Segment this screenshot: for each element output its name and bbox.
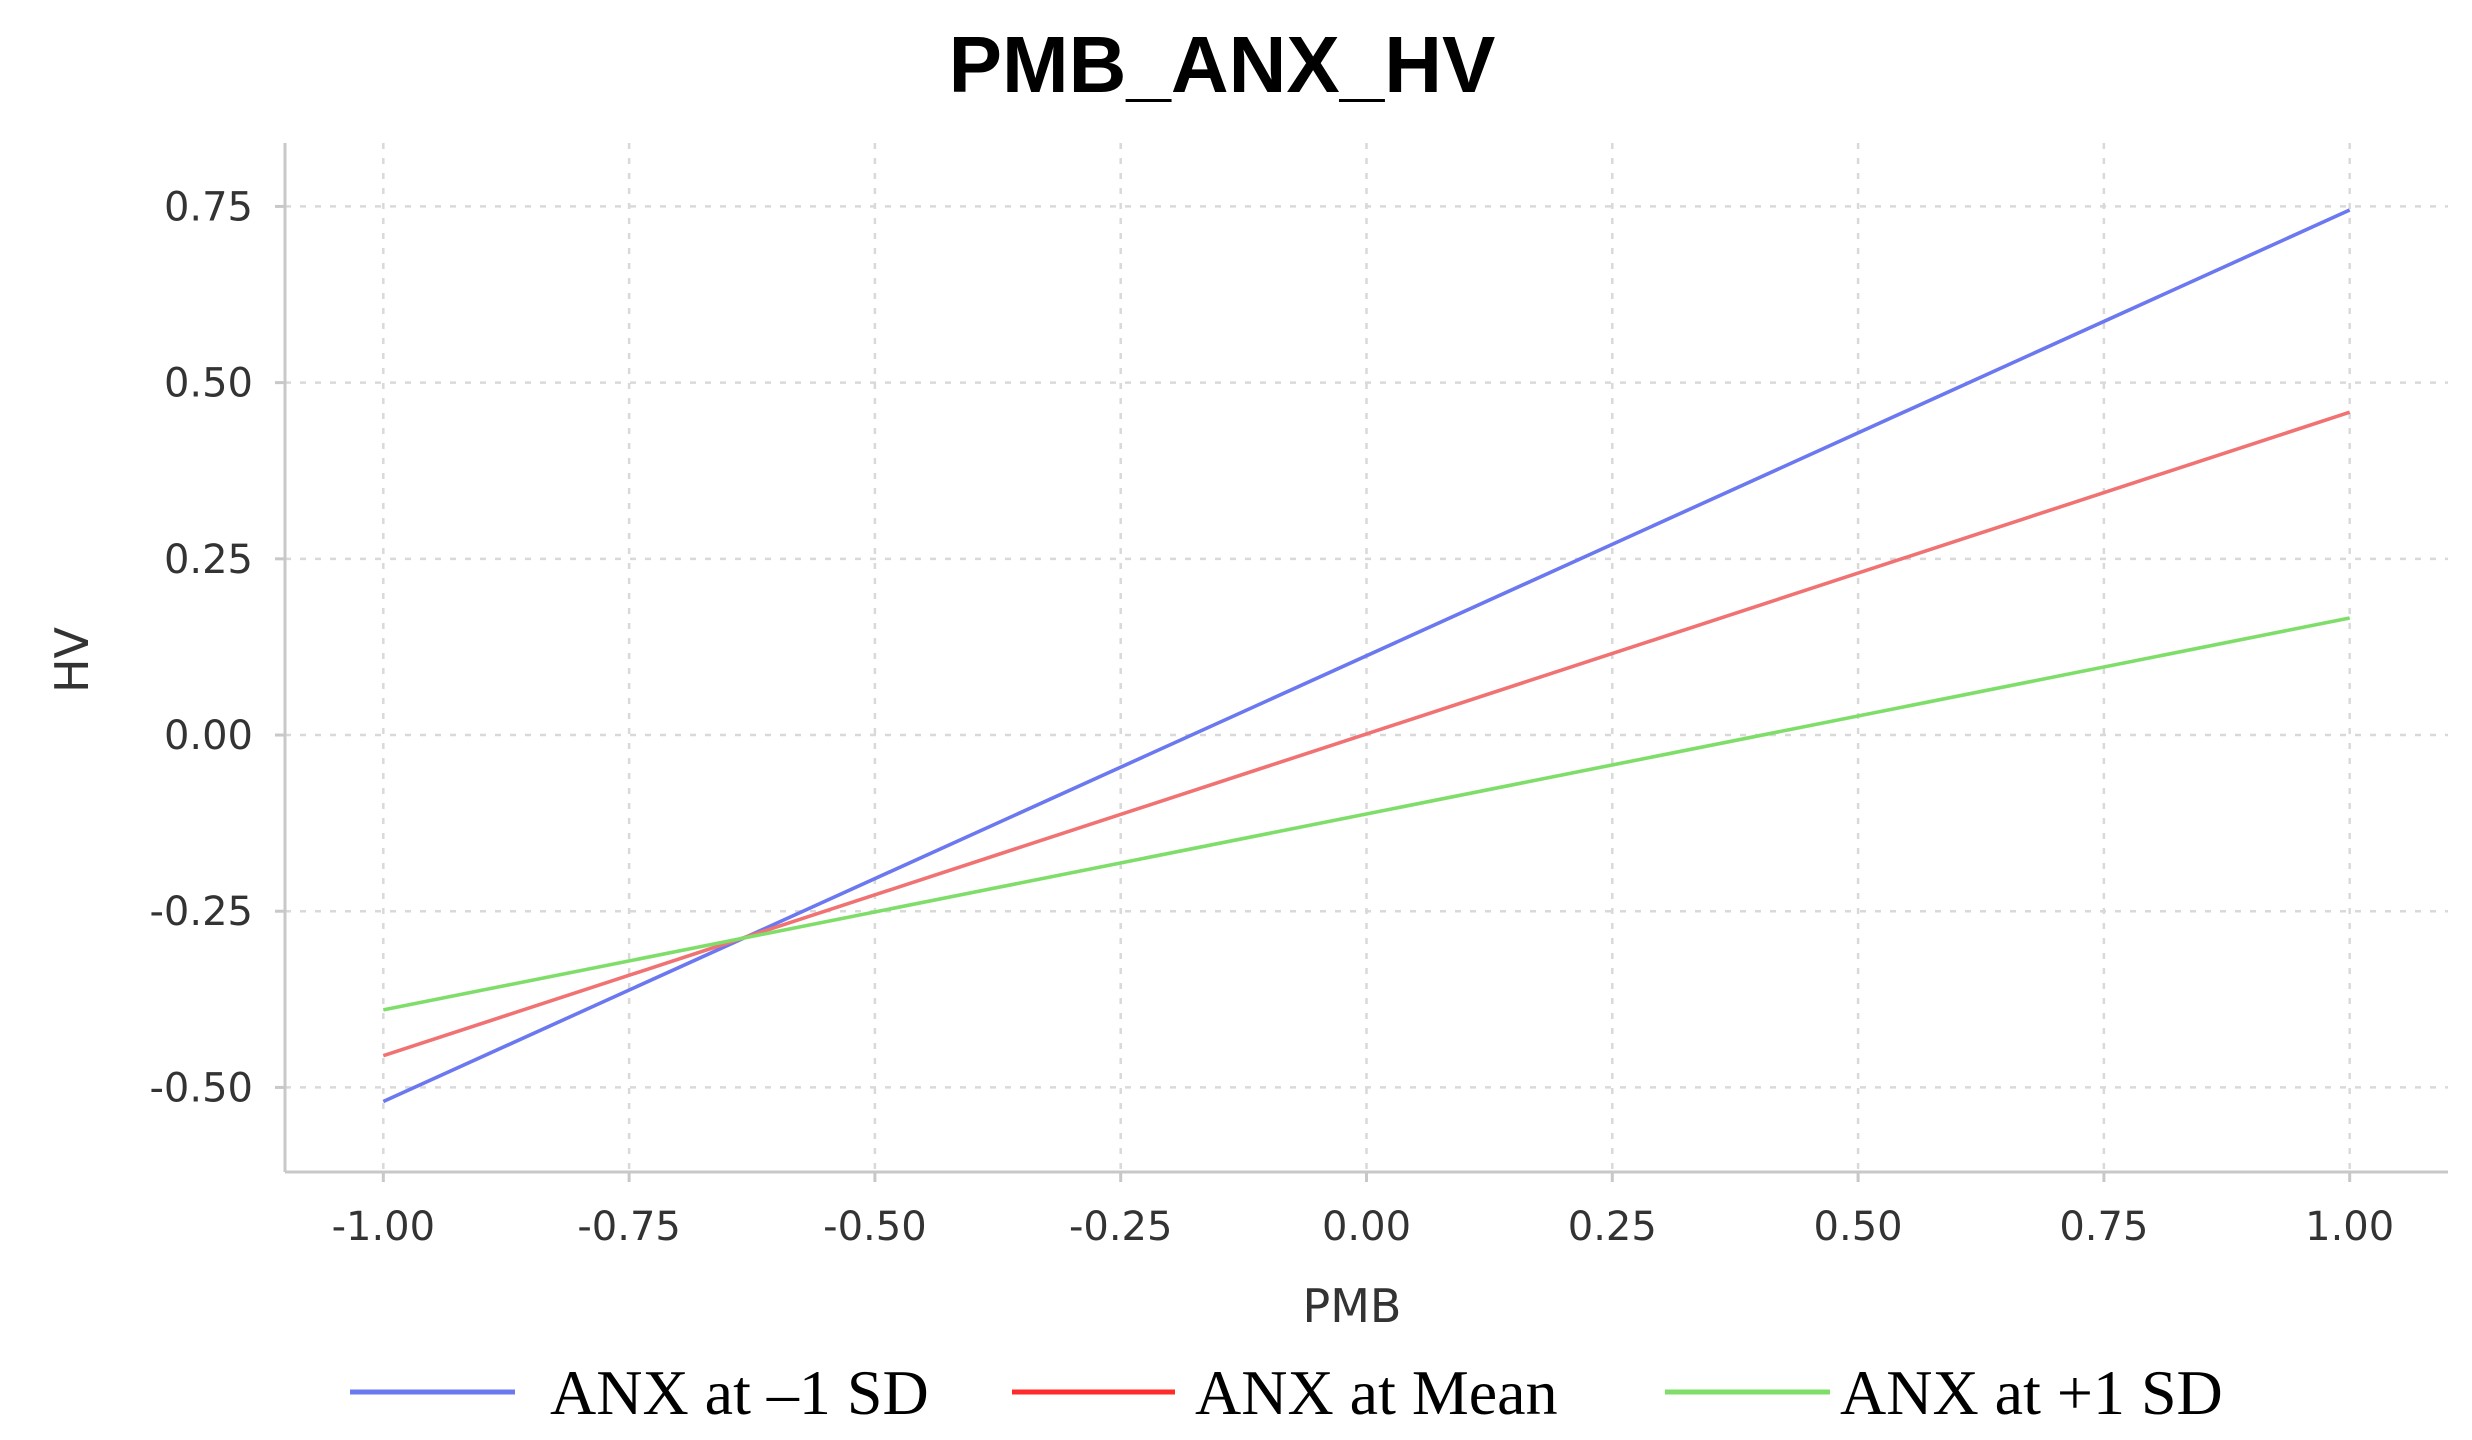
x-axis-label: PMB (1303, 1279, 1402, 1333)
chart-title: PMB_ANX_HV (949, 20, 1496, 109)
axes (275, 143, 2448, 1182)
x-tick-label: -0.50 (823, 1204, 927, 1250)
legend-label-1: ANX at –1 SD (550, 1357, 929, 1428)
x-tick-label: 0.25 (1568, 1204, 1657, 1250)
y-tick-label: -0.50 (150, 1065, 254, 1111)
legend-label-2: ANX at Mean (1195, 1357, 1558, 1428)
y-tick-label: 0.00 (164, 713, 253, 759)
plot-area (275, 143, 2448, 1182)
series-line-2 (382, 410, 2351, 1058)
x-tick-label: -1.00 (332, 1204, 436, 1250)
y-axis-tick-labels: 0.75 0.50 0.25 0.00 -0.25 -0.50 (150, 184, 254, 1111)
x-tick-label: 0.50 (1814, 1204, 1903, 1250)
series-line-3 (382, 616, 2351, 1012)
y-axis-label: HV (45, 626, 99, 693)
y-tick-label: -0.25 (150, 889, 254, 935)
series-line-1 (382, 208, 2351, 1104)
y-tick-label: 0.50 (164, 361, 253, 407)
x-tick-label: -0.25 (1069, 1204, 1173, 1250)
series-lines (382, 208, 2351, 1104)
x-tick-label: 0.00 (1322, 1204, 1411, 1250)
y-tick-label: 0.75 (164, 184, 253, 230)
legend: ANX at –1 SD ANX at Mean ANX at +1 SD (350, 1357, 2223, 1428)
x-axis-tick-labels: -1.00 -0.75 -0.50 -0.25 0.00 0.25 0.50 0.75 1.00 (332, 1204, 2395, 1250)
y-tick-label: 0.25 (164, 537, 253, 583)
x-tick-label: 1.00 (2305, 1204, 2394, 1250)
x-tick-label: -0.75 (577, 1204, 681, 1250)
legend-label-3: ANX at +1 SD (1840, 1357, 2223, 1428)
x-tick-label: 0.75 (2059, 1204, 2148, 1250)
